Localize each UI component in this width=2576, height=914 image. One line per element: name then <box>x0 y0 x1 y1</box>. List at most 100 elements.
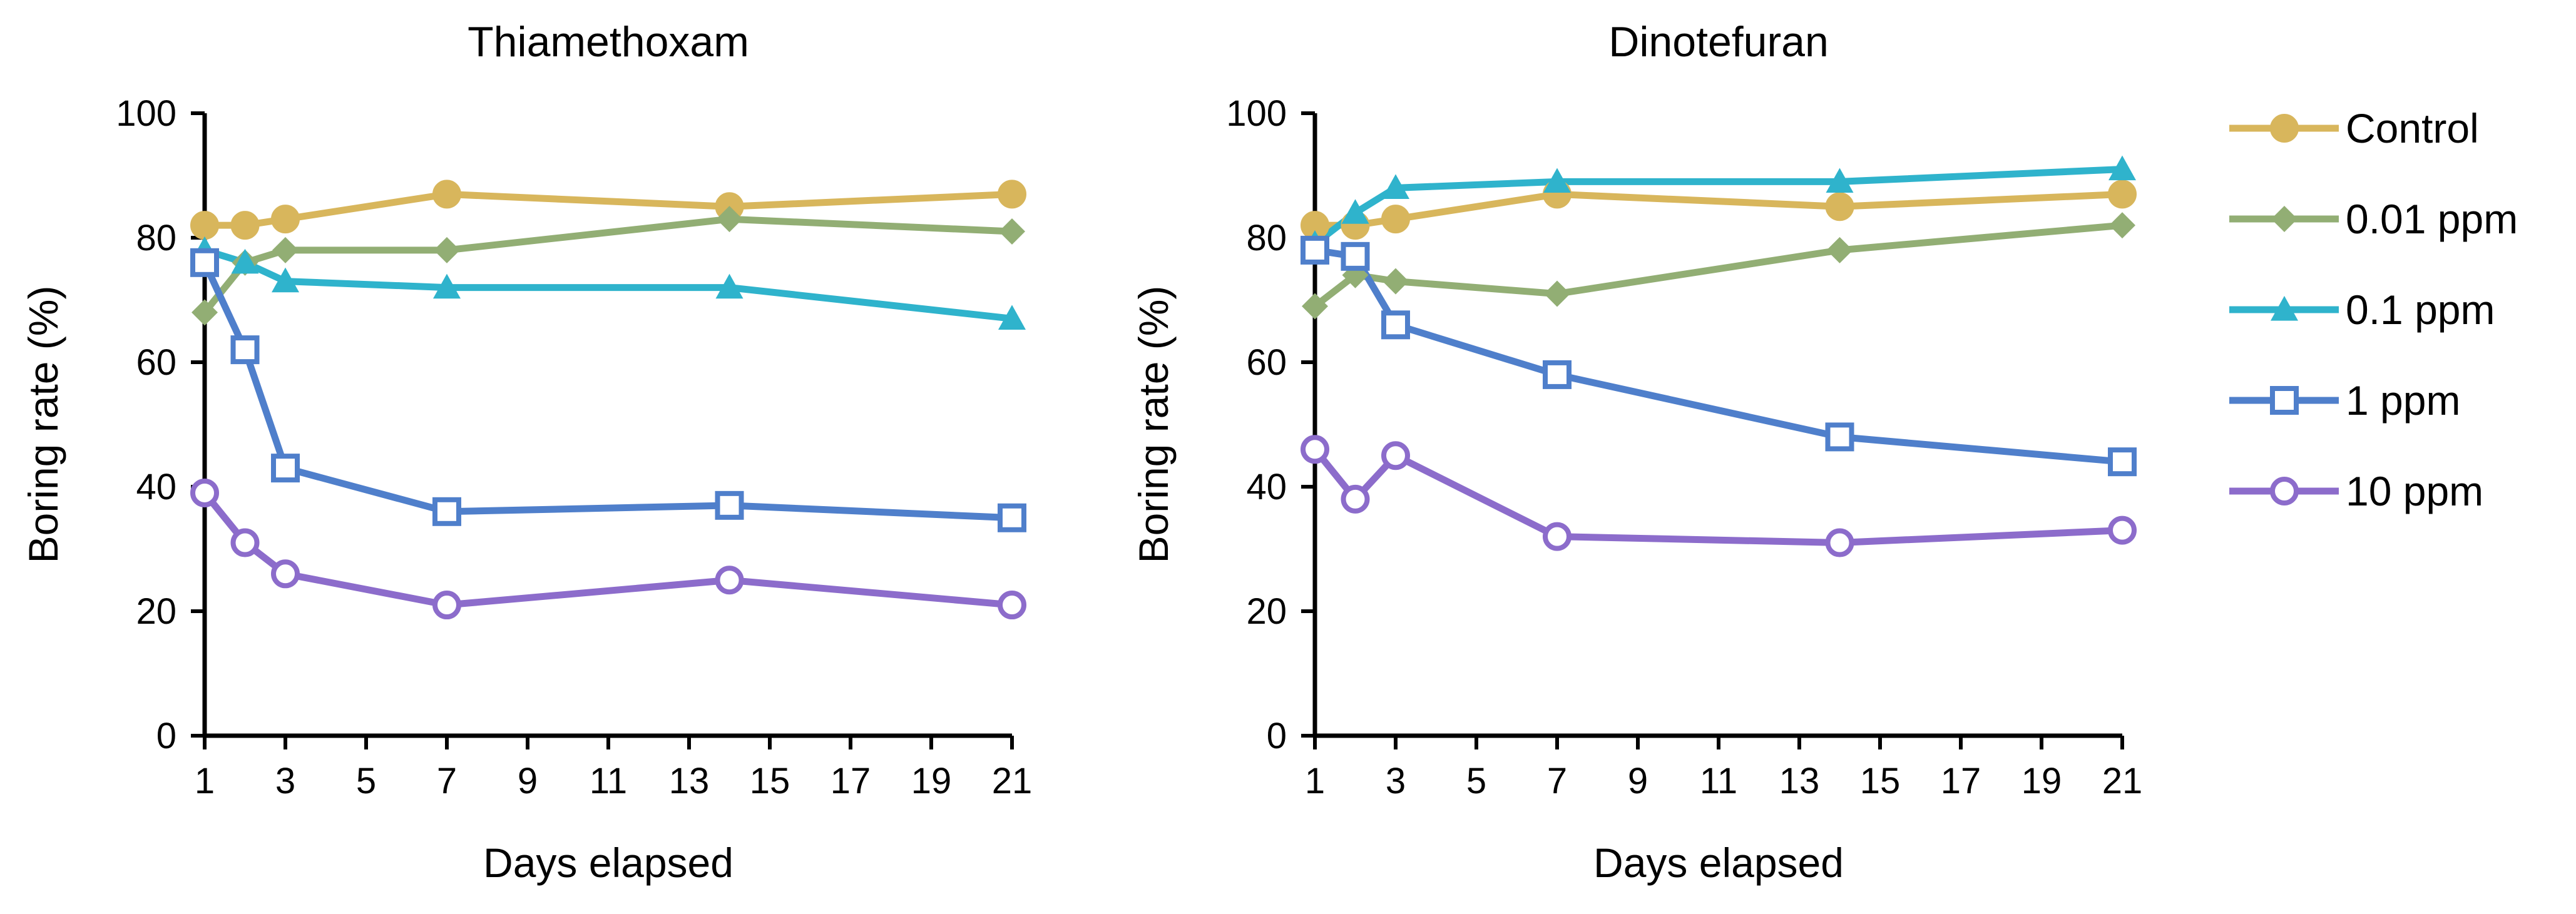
data-point-marker <box>230 211 260 240</box>
x-tick-label: 15 <box>1860 761 1901 801</box>
y-tick-label: 80 <box>1246 218 1287 258</box>
data-point-marker <box>192 299 218 326</box>
data-point-marker <box>998 180 1026 209</box>
x-tick-label: 11 <box>590 761 627 801</box>
legend-label: Control <box>2346 105 2479 151</box>
series-line-control <box>1315 190 2123 229</box>
data-point-marker <box>1341 241 1370 271</box>
data-point-marker <box>1543 168 1571 193</box>
series-line-1-ppm <box>202 261 1013 522</box>
x-axis-label: Days elapsed <box>483 840 733 886</box>
legend-label: 0.1 ppm <box>2346 287 2495 333</box>
legend-item: 0.1 ppm <box>2229 287 2495 333</box>
data-point-marker <box>272 236 299 263</box>
y-tick-label: 0 <box>1267 716 1287 756</box>
chart-title: Dinotefuran <box>1608 18 1829 66</box>
y-tick-label: 60 <box>1246 342 1287 383</box>
x-tick-label: 5 <box>1466 761 1486 801</box>
data-point-marker <box>998 305 1026 330</box>
data-point-marker <box>190 248 219 277</box>
y-tick-label: 60 <box>136 342 176 383</box>
x-tick-label: 11 <box>1700 761 1737 801</box>
data-point-marker <box>1825 192 1854 221</box>
data-point-marker <box>434 236 460 263</box>
data-point-marker <box>432 180 461 209</box>
data-point-marker <box>2108 180 2137 209</box>
x-tick-label: 3 <box>1386 761 1406 801</box>
x-tick-label: 1 <box>1305 761 1325 801</box>
x-tick-label: 9 <box>1628 761 1648 801</box>
data-point-marker <box>231 248 259 274</box>
legend-item: 0.01 ppm <box>2229 196 2518 242</box>
data-point-marker <box>1826 168 1854 193</box>
x-tick-label: 17 <box>1941 761 1981 801</box>
data-point-marker <box>1341 199 1369 224</box>
data-point-marker <box>715 566 744 595</box>
data-point-marker <box>998 503 1026 532</box>
x-tick-label: 5 <box>356 761 376 801</box>
data-point-marker <box>1543 360 1572 389</box>
series-line-control <box>205 190 1013 229</box>
legend-label: 1 ppm <box>2346 377 2460 424</box>
series-line-0-01-ppm <box>202 215 1013 315</box>
series-line-0-01-ppm <box>1312 221 2123 309</box>
legend-item: Control <box>2229 105 2479 151</box>
data-point-marker <box>1302 293 1328 320</box>
data-point-marker <box>2108 515 2137 545</box>
data-point-marker <box>1341 484 1370 514</box>
y-tick-label: 20 <box>136 591 176 632</box>
y-axis-label: Boring rate (%) <box>20 286 66 564</box>
x-tick-label: 17 <box>831 761 871 801</box>
data-point-marker <box>433 273 461 299</box>
data-point-marker <box>999 218 1025 245</box>
data-point-marker <box>190 478 219 507</box>
legend: Control 0.01 ppm 0.1 ppm 1 ppm 10 ppm <box>2229 105 2518 514</box>
y-tick-label: 40 <box>136 467 176 507</box>
data-point-marker <box>272 267 299 293</box>
legend-label: 0.01 ppm <box>2346 196 2518 242</box>
data-point-marker <box>2108 155 2136 181</box>
data-point-marker <box>716 206 743 233</box>
chart-title: Thiamethoxam <box>468 18 749 66</box>
data-point-marker <box>1544 280 1570 307</box>
legend-label: 10 ppm <box>2346 468 2483 514</box>
x-tick-label: 9 <box>518 761 538 801</box>
data-point-marker <box>230 335 260 365</box>
legend-marker <box>2270 114 2299 143</box>
data-point-marker <box>1382 174 1409 199</box>
data-point-marker <box>1826 236 1853 263</box>
data-point-marker <box>1381 441 1410 470</box>
x-axis-label: Days elapsed <box>1593 840 1844 886</box>
data-point-marker <box>2108 447 2137 477</box>
legend-marker <box>2271 296 2298 321</box>
x-tick-label: 1 <box>195 761 215 801</box>
x-tick-label: 7 <box>437 761 457 801</box>
x-tick-label: 13 <box>1779 761 1820 801</box>
legend-item: 1 ppm <box>2229 377 2460 424</box>
y-tick-label: 100 <box>116 93 176 134</box>
data-point-marker <box>715 273 744 299</box>
data-point-marker <box>230 528 260 557</box>
data-point-marker <box>1381 310 1410 340</box>
data-point-marker <box>271 205 300 234</box>
legend-marker <box>2270 477 2299 505</box>
y-tick-label: 0 <box>156 716 176 756</box>
legend-marker <box>2271 206 2297 232</box>
y-tick-label: 100 <box>1226 93 1287 134</box>
series-line-10-ppm <box>1312 447 2123 546</box>
x-tick-label: 13 <box>669 761 710 801</box>
data-point-marker <box>998 591 1026 620</box>
data-point-marker <box>432 497 461 526</box>
data-point-marker <box>2109 212 2135 239</box>
series-line-0-1-ppm <box>203 246 1013 322</box>
data-point-marker <box>432 591 461 620</box>
data-point-marker <box>1383 268 1409 295</box>
x-tick-label: 3 <box>275 761 295 801</box>
data-point-marker <box>190 211 219 240</box>
data-point-marker <box>1301 235 1329 265</box>
x-tick-label: 19 <box>2021 761 2062 801</box>
legend-item: 10 ppm <box>2229 468 2483 514</box>
